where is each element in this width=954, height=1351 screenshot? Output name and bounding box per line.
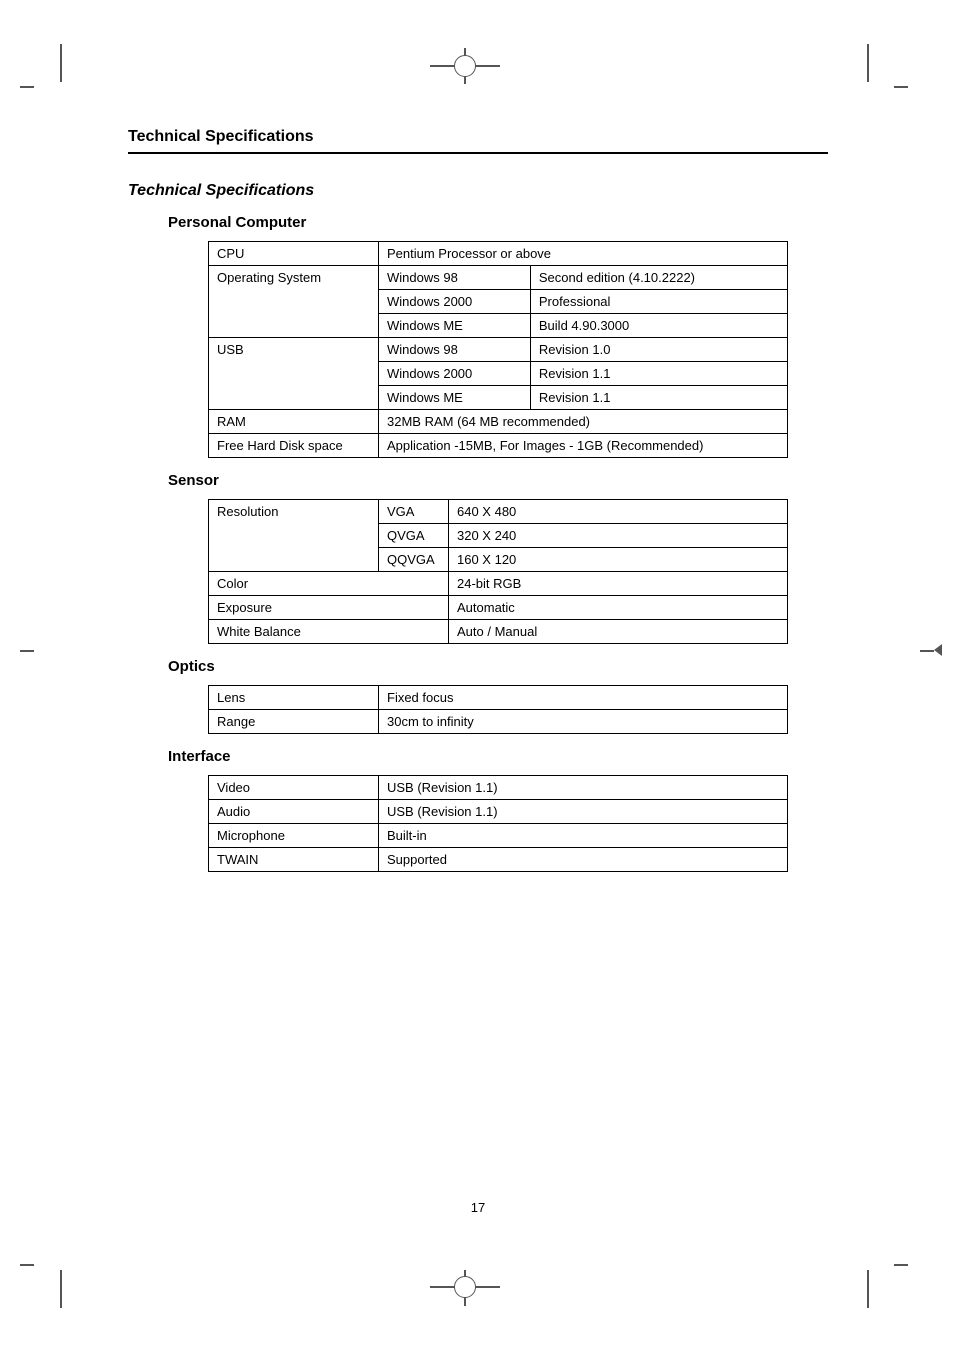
side-mark-left [20,650,34,652]
table-cell: 160 X 120 [449,548,788,572]
table-cell: Windows 2000 [379,362,531,386]
table-cell: Revision 1.0 [530,338,787,362]
table-cell: Automatic [449,596,788,620]
crop-mark [20,1264,34,1266]
table-cell: Revision 1.1 [530,362,787,386]
crop-mark [867,44,869,82]
table-cell-label: TWAIN [209,848,379,872]
table-cell: Windows ME [379,314,531,338]
side-mark-right [920,650,934,652]
table-cell: QVGA [379,524,449,548]
table-cell-value: Application -15MB, For Images - 1GB (Rec… [379,434,788,458]
section-title: Technical Specifications [128,182,828,200]
table-cell-label: Color [209,572,449,596]
table-cell: QQVGA [379,548,449,572]
table-cell: Build 4.90.3000 [530,314,787,338]
table-cell-label: Exposure [209,596,449,620]
table-cell: Auto / Manual [449,620,788,644]
table-cell-label: Free Hard Disk space [209,434,379,458]
table-cell-label: Range [209,710,379,734]
subsection-optics: Optics [168,658,828,675]
table-cell: VGA [379,500,449,524]
subsection-interface: Interface [168,748,828,765]
table-cell: Windows 98 [379,266,531,290]
table-cell-label: Lens [209,686,379,710]
page-content: Technical Specifications Technical Speci… [128,128,828,872]
table-cell: Fixed focus [379,686,788,710]
page-number: 17 [128,1200,828,1215]
table-cell: 320 X 240 [449,524,788,548]
reg-mark-circle-bottom [454,1276,476,1298]
table-optics: LensFixed focusRange30cm to infinity [208,685,788,734]
table-cell-label: Resolution [209,500,379,572]
crop-mark [894,86,908,88]
table-cell: Built-in [379,824,788,848]
crop-mark [894,1264,908,1266]
crop-mark [60,1270,62,1308]
crop-mark [20,86,34,88]
table-cell-label: Audio [209,800,379,824]
table-cell: Windows 2000 [379,290,531,314]
table-cell-label: CPU [209,242,379,266]
table-cell-value: Pentium Processor or above [379,242,788,266]
page-header: Technical Specifications [128,128,828,154]
table-cell-label: Operating System [209,266,379,338]
table-cell: Windows 98 [379,338,531,362]
table-cell: Windows ME [379,386,531,410]
table-cell-value: 32MB RAM (64 MB recommended) [379,410,788,434]
crop-mark [60,44,62,82]
table-sensor: ResolutionVGA640 X 480QVGA320 X 240QQVGA… [208,499,788,644]
table-cell: Revision 1.1 [530,386,787,410]
reg-mark-circle-top [454,55,476,77]
table-computer: CPUPentium Processor or aboveOperating S… [208,241,788,458]
crop-mark [867,1270,869,1308]
table-cell: USB (Revision 1.1) [379,776,788,800]
table-cell: 640 X 480 [449,500,788,524]
table-interface: VideoUSB (Revision 1.1)AudioUSB (Revisio… [208,775,788,872]
table-cell: 24-bit RGB [449,572,788,596]
table-cell-label: RAM [209,410,379,434]
table-cell: Professional [530,290,787,314]
table-cell-label: White Balance [209,620,449,644]
subsection-sensor: Sensor [168,472,828,489]
table-cell: Supported [379,848,788,872]
table-cell-label: USB [209,338,379,410]
table-cell-label: Video [209,776,379,800]
table-cell: USB (Revision 1.1) [379,800,788,824]
subsection-computer: Personal Computer [168,214,828,231]
side-arrow-icon [934,644,942,656]
table-cell: Second edition (4.10.2222) [530,266,787,290]
table-cell-label: Microphone [209,824,379,848]
table-cell: 30cm to infinity [379,710,788,734]
